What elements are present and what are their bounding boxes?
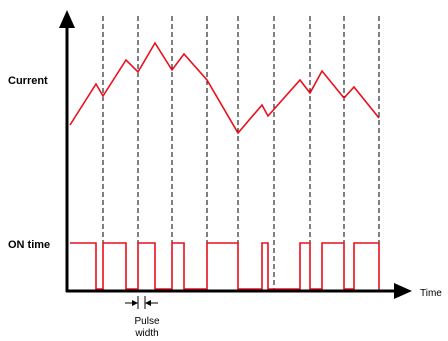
time-axis-label: Time — [420, 288, 442, 299]
pulse-width-label-line1: Pulse — [134, 316, 159, 327]
y-axis-arrow — [59, 10, 75, 28]
current-label: Current — [8, 75, 48, 87]
on-time-pulse-train — [70, 242, 380, 290]
pulse-width-arrowhead-right — [145, 300, 151, 306]
on-time-label: ON time — [8, 239, 50, 251]
time-gridlines — [102, 16, 380, 290]
current-waveform — [69, 41, 380, 135]
pulse-width-label-line2: width — [134, 328, 158, 339]
pulse-width-arrowhead-left — [132, 300, 138, 306]
x-axis-arrow — [394, 283, 412, 299]
